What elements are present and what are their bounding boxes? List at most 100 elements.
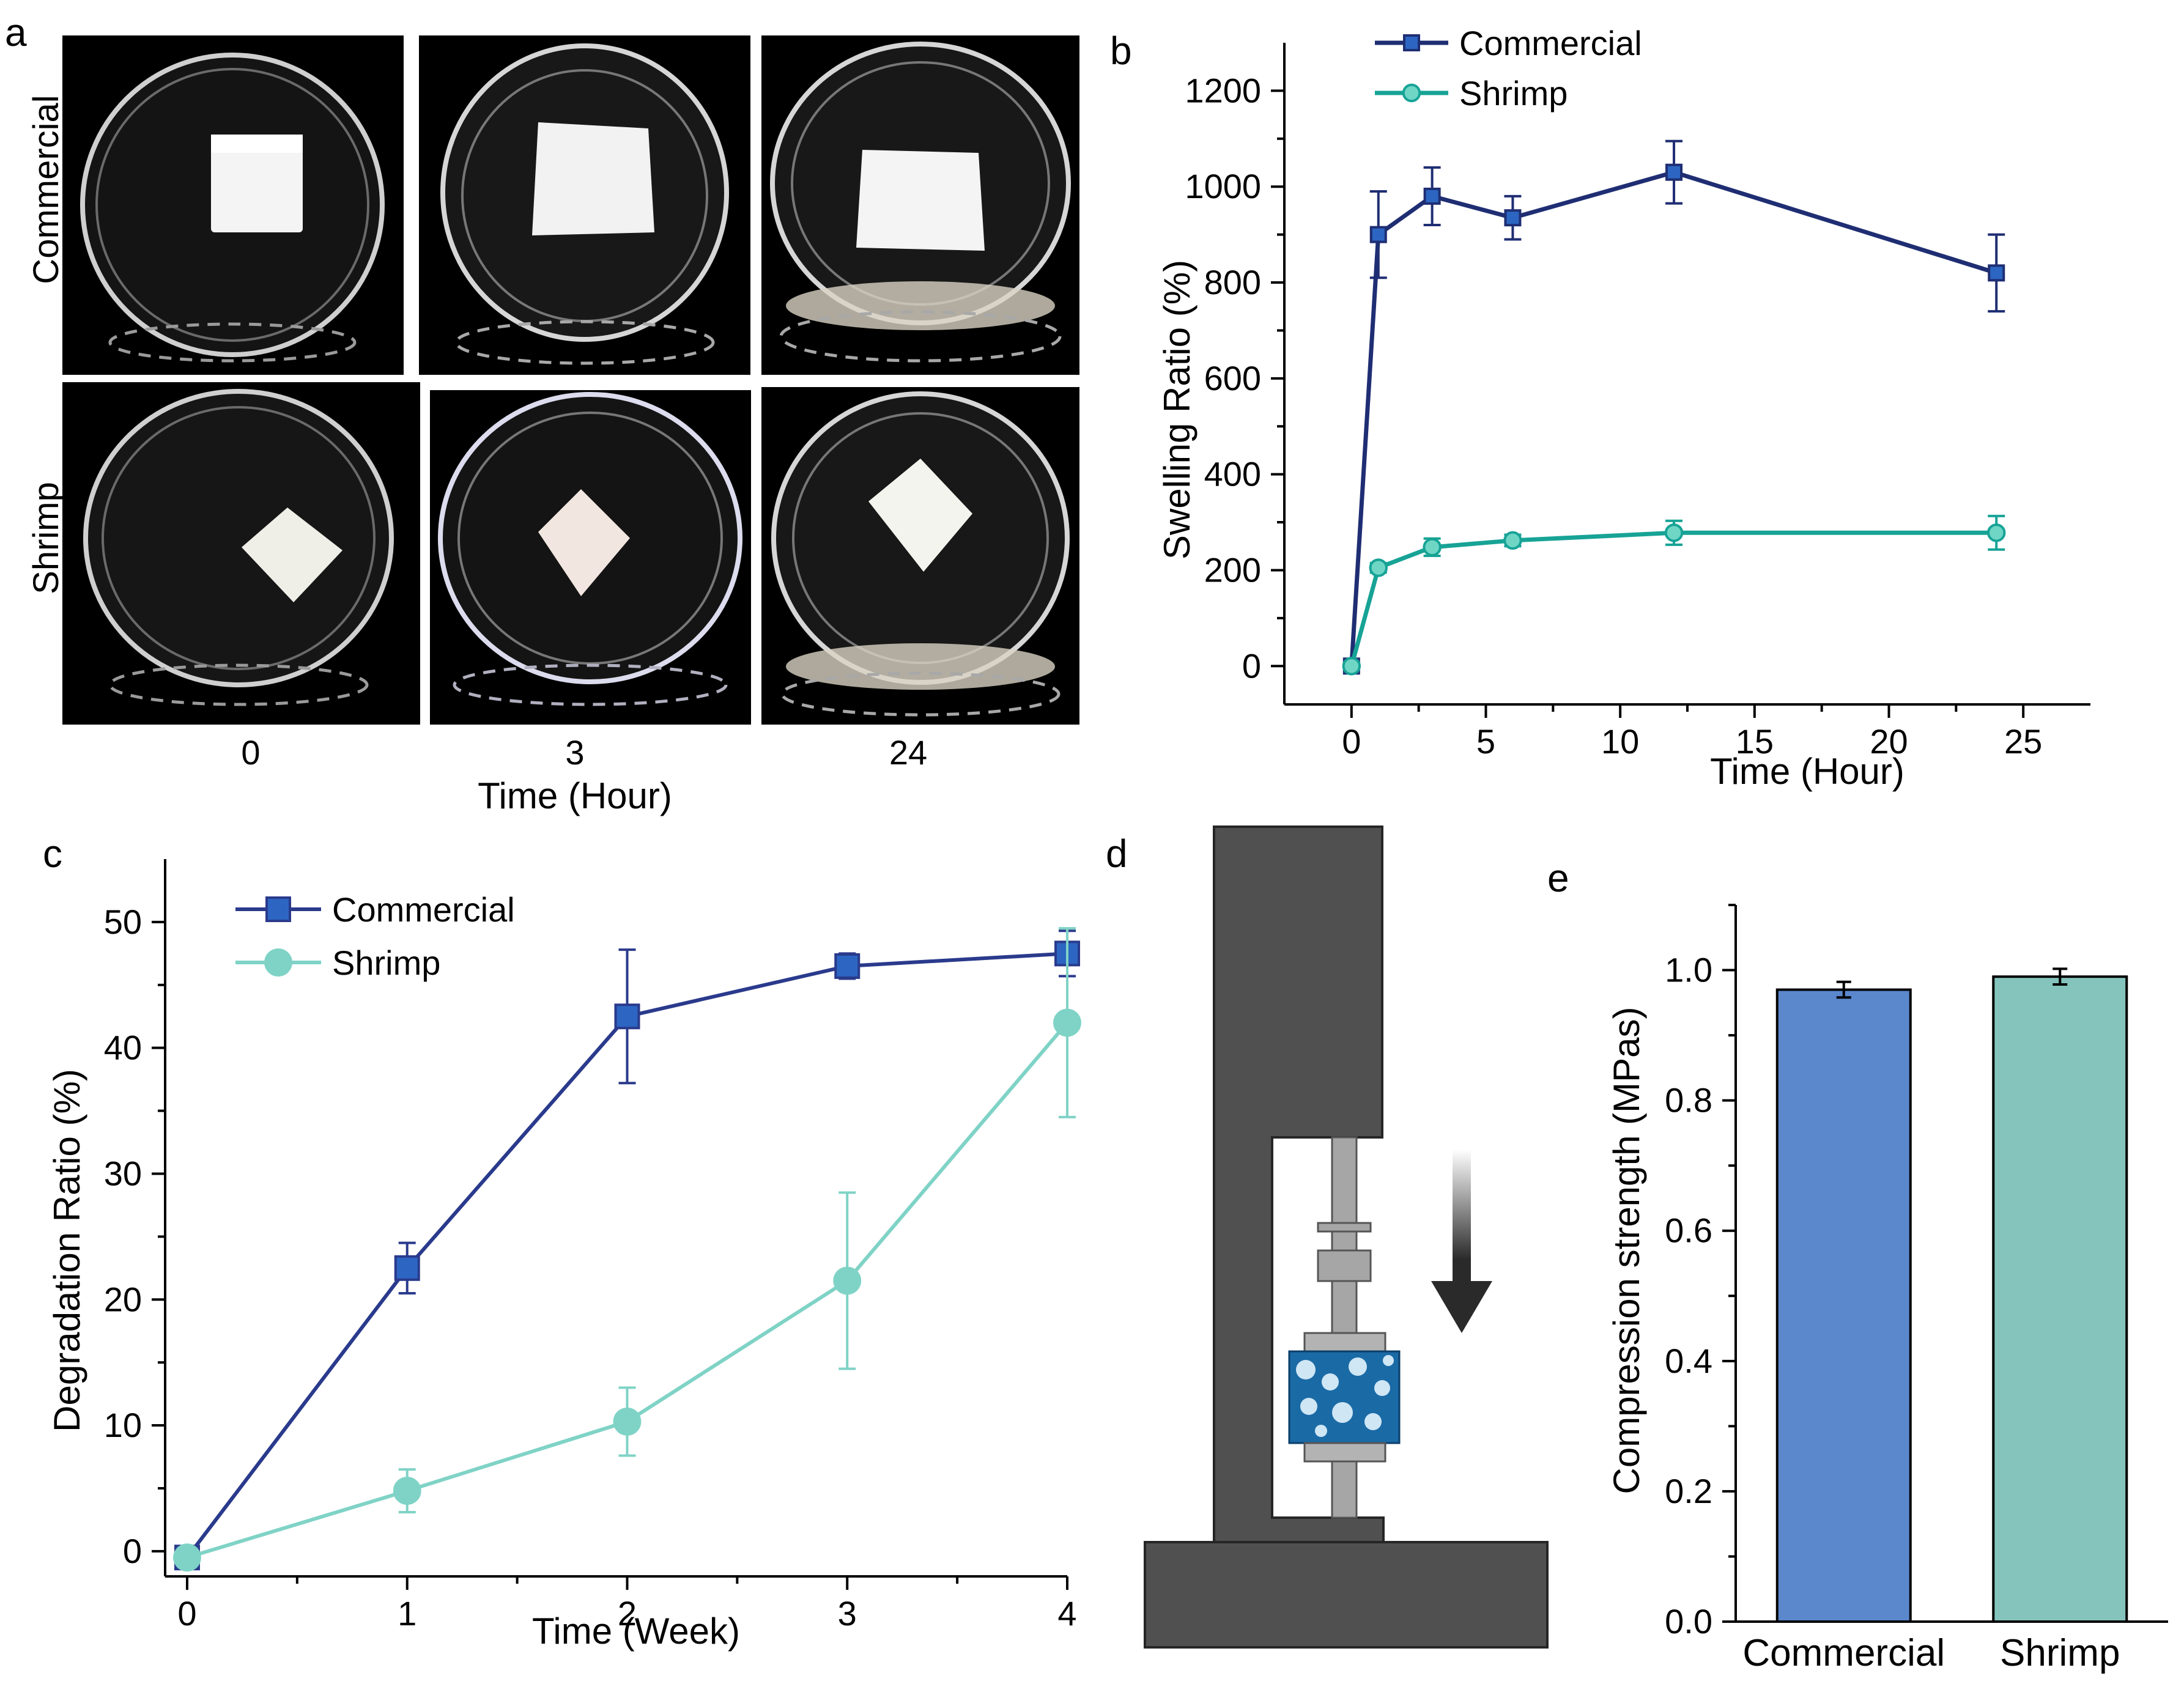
compression-machine-base xyxy=(1144,1541,1549,1649)
legend-marker-shrimp xyxy=(264,948,292,977)
y-tick-label: 400 xyxy=(1204,455,1261,493)
data-point-shrimp xyxy=(833,1266,862,1295)
time-label-24: 24 xyxy=(889,733,927,772)
x-tick-label: 2 xyxy=(618,1594,637,1633)
photo-shrimp-24h xyxy=(761,387,1079,725)
data-point-shrimp xyxy=(613,1407,642,1436)
panel-b-axes: 0 5 10 15 20 25 0 200 400 600 800 1000 1200 xyxy=(1185,43,2090,761)
legend-label-shrimp: Shrimp xyxy=(1459,74,1568,113)
y-tick-label: 0.0 xyxy=(1665,1602,1712,1641)
panel-letter-a: a xyxy=(5,10,27,54)
x-tick-label: 0 xyxy=(1342,722,1361,761)
panel-e-bars: Commercial Shrimp xyxy=(1742,967,2128,1674)
photo-commercial-24h xyxy=(761,35,1079,375)
y-tick-label: 0.2 xyxy=(1665,1472,1712,1510)
y-tick-label: 30 xyxy=(104,1154,142,1192)
y-tick-label: 0.4 xyxy=(1665,1342,1712,1380)
y-tick-label: 10 xyxy=(104,1406,142,1444)
data-point-commercial xyxy=(1423,187,1441,205)
data-point-shrimp xyxy=(1423,537,1442,557)
panel-b-series xyxy=(1342,139,2006,676)
scaffold-sample-icon xyxy=(1288,1350,1401,1444)
data-point-commercial xyxy=(1665,163,1683,181)
rod-coupling xyxy=(1317,1249,1372,1282)
data-point-commercial xyxy=(1988,264,2005,282)
legend-label-commercial: Commercial xyxy=(332,890,515,929)
legend-marker-commercial xyxy=(1403,34,1420,51)
legend-label-commercial: Commercial xyxy=(1459,24,1642,62)
photo-shrimp-3h xyxy=(430,390,751,725)
x-category-label: Commercial xyxy=(1742,1632,1945,1674)
y-tick-label: 1.0 xyxy=(1665,951,1712,989)
panel-letter-b: b xyxy=(1110,29,1132,73)
series-line-shrimp xyxy=(1349,530,1997,667)
rod-collar xyxy=(1317,1222,1372,1233)
x-tick-label: 25 xyxy=(2004,722,2042,761)
y-tick-label: 200 xyxy=(1204,550,1261,589)
panel-b-chart: b 0 5 10 15 20 25 0 200 400 600 800 1000 1200 Commer… xyxy=(1110,24,2090,792)
y-tick-label: 1200 xyxy=(1185,71,1261,109)
panel-letter-d: d xyxy=(1106,832,1128,876)
force-arrow-icon xyxy=(1431,1150,1492,1333)
lower-rod xyxy=(1331,1460,1358,1519)
panel-e-chart: e 0.0 0.2 0.4 0.6 0.8 1.0 Commercial Shrimp Co… xyxy=(1547,856,2168,1674)
y-tick-label: 0.8 xyxy=(1665,1081,1712,1120)
panel-b-ylabel: Swelling Ratio (%) xyxy=(1157,260,1197,559)
lower-platen xyxy=(1303,1442,1386,1463)
x-tick-label: 5 xyxy=(1476,722,1495,761)
data-point-shrimp xyxy=(1053,1008,1081,1037)
series-line-shrimp xyxy=(187,1021,1069,1560)
x-tick-label: 10 xyxy=(1601,722,1639,761)
x-tick-label: 20 xyxy=(1870,722,1908,761)
y-tick-label: 0.6 xyxy=(1665,1211,1712,1250)
panel-e-ylabel: Compression strength (MPas) xyxy=(1606,1007,1647,1494)
data-point-shrimp xyxy=(1342,657,1361,676)
row-label-commercial: Commercial xyxy=(26,95,66,284)
x-tick-label: 3 xyxy=(838,1594,857,1633)
panel-a-xlabel: Time (Hour) xyxy=(478,775,672,816)
panel-c-legend: Commercial Shrimp xyxy=(235,890,515,982)
data-point-shrimp xyxy=(393,1477,421,1505)
y-tick-label: 600 xyxy=(1204,359,1261,397)
panel-letter-c: c xyxy=(43,832,62,876)
data-point-commercial xyxy=(614,1003,640,1030)
time-label-3: 3 xyxy=(565,733,584,772)
panel-c-ylabel: Degradation Ratio (%) xyxy=(46,1069,87,1432)
photo-commercial-0h xyxy=(62,35,404,375)
panel-b-xlabel: Time (Hour) xyxy=(1710,751,1905,792)
upper-rod xyxy=(1331,1136,1358,1334)
time-label-0: 0 xyxy=(241,733,260,772)
panel-letter-e: e xyxy=(1547,856,1569,900)
data-point-shrimp xyxy=(1503,531,1522,550)
data-point-shrimp xyxy=(1987,523,2006,542)
photo-commercial-3h xyxy=(419,35,750,375)
legend-label-shrimp: Shrimp xyxy=(332,944,440,982)
row-label-shrimp: Shrimp xyxy=(26,482,66,594)
bar-commercial xyxy=(1775,988,1912,1623)
x-tick-label: 15 xyxy=(1736,722,1774,761)
data-point-shrimp xyxy=(1369,558,1388,577)
x-tick-label: 0 xyxy=(177,1594,196,1633)
y-tick-label: 20 xyxy=(104,1280,142,1318)
data-point-shrimp xyxy=(1664,523,1684,542)
data-point-commercial xyxy=(1504,209,1522,227)
panel-c-series xyxy=(173,927,1081,1572)
legend-marker-shrimp xyxy=(1402,83,1421,103)
panel-d-diagram: d xyxy=(1106,825,1549,1649)
legend-marker-commercial xyxy=(265,896,291,922)
x-tick-label: 1 xyxy=(398,1594,416,1633)
y-tick-label: 1000 xyxy=(1185,167,1261,205)
x-tick-label: 4 xyxy=(1057,1594,1076,1633)
y-tick-label: 40 xyxy=(104,1028,142,1067)
data-point-commercial xyxy=(394,1255,420,1281)
data-point-commercial xyxy=(1369,226,1387,243)
panel-b-legend: Commercial Shrimp xyxy=(1375,24,1642,113)
y-tick-label: 800 xyxy=(1204,263,1261,301)
data-point-shrimp xyxy=(173,1543,201,1572)
series-line-commercial xyxy=(1349,170,1997,667)
upper-platen xyxy=(1303,1332,1386,1353)
bar-shrimp xyxy=(1992,975,2128,1623)
